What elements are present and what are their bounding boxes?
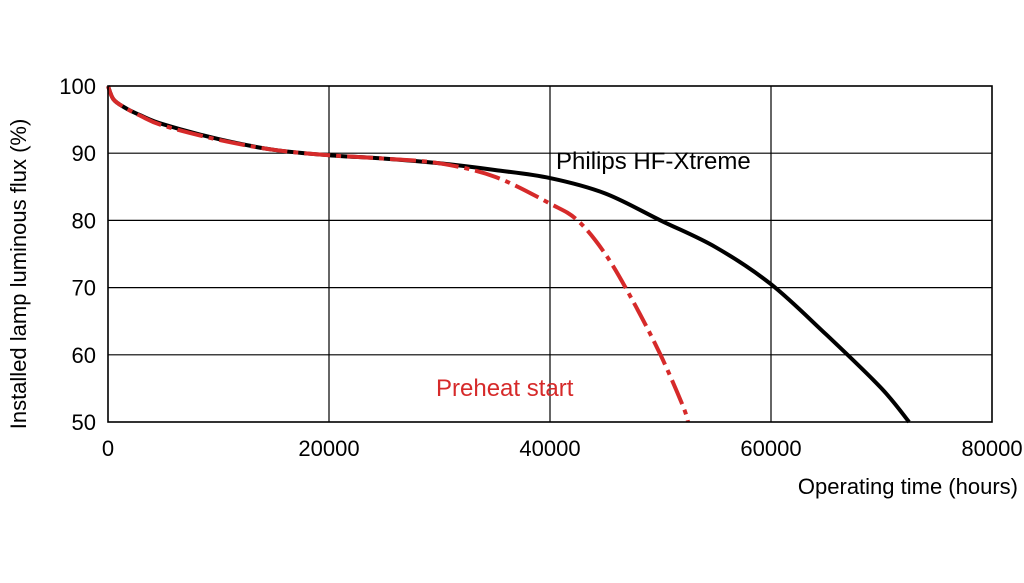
y-tick-label: 60 [72, 343, 96, 368]
y-tick-label: 100 [59, 74, 96, 99]
x-tick-label: 60000 [740, 436, 801, 461]
x-tick-label: 20000 [298, 436, 359, 461]
x-axis-label: Operating time (hours) [798, 474, 1018, 499]
x-tick-label: 80000 [961, 436, 1022, 461]
y-tick-label: 90 [72, 141, 96, 166]
series-line-preheat-start [106, 85, 691, 423]
y-tick-label: 50 [72, 410, 96, 435]
series-label-preheat-start: Preheat start [436, 375, 574, 402]
x-tick-label: 40000 [519, 436, 580, 461]
y-tick-label: 80 [72, 208, 96, 233]
y-axis-label: Installed lamp luminous flux (%) [6, 119, 31, 430]
plot-frame [107, 85, 993, 423]
y-tick-label: 70 [72, 276, 96, 301]
series-label-philips-hf-xtreme: Philips HF-Xtreme [556, 148, 751, 175]
x-tick-label: 0 [102, 436, 114, 461]
series-line-philips-hf-xtreme [106, 85, 911, 424]
